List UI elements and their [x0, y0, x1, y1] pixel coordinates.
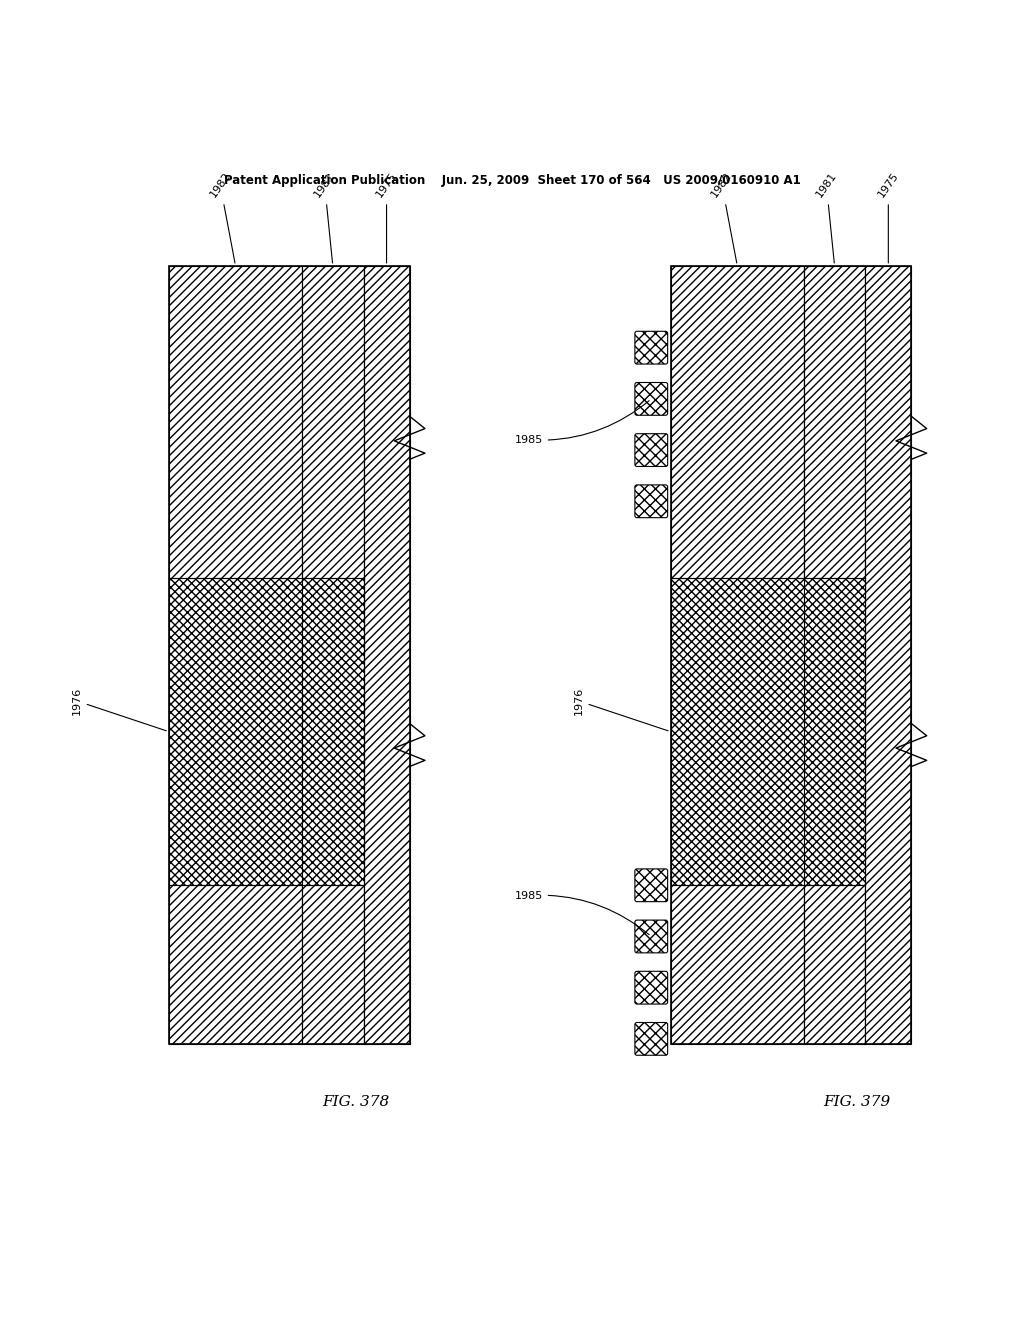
Bar	[671, 578, 865, 886]
Text: 1975: 1975	[375, 170, 398, 263]
Text: 1985: 1985	[514, 401, 649, 445]
Text: Patent Application Publication    Jun. 25, 2009  Sheet 170 of 564   US 2009/0160: Patent Application Publication Jun. 25, …	[223, 174, 801, 186]
Text: FIG. 378: FIG. 378	[322, 1096, 389, 1109]
FancyBboxPatch shape	[635, 1023, 668, 1055]
Text: 1976: 1976	[573, 686, 668, 731]
Text: FIG. 379: FIG. 379	[823, 1096, 891, 1109]
Bar	[865, 265, 911, 1044]
Bar	[169, 265, 302, 1044]
Text: 1982: 1982	[208, 170, 234, 263]
Bar	[302, 265, 364, 1044]
Text: 1976: 1976	[72, 686, 166, 731]
Text: 1982: 1982	[710, 170, 736, 263]
FancyBboxPatch shape	[635, 434, 668, 466]
FancyBboxPatch shape	[635, 972, 668, 1005]
Bar	[364, 265, 410, 1044]
Text: 1981: 1981	[312, 170, 337, 263]
FancyBboxPatch shape	[635, 331, 668, 364]
Text: 1985: 1985	[514, 891, 649, 935]
FancyBboxPatch shape	[635, 484, 668, 517]
Bar	[671, 265, 911, 1044]
FancyBboxPatch shape	[635, 920, 668, 953]
Bar	[169, 578, 364, 886]
Bar	[804, 265, 865, 1044]
Bar	[671, 265, 804, 1044]
Bar	[169, 265, 410, 1044]
FancyBboxPatch shape	[635, 869, 668, 902]
Text: 1975: 1975	[877, 170, 900, 263]
Text: 1981: 1981	[814, 170, 839, 263]
FancyBboxPatch shape	[635, 383, 668, 416]
